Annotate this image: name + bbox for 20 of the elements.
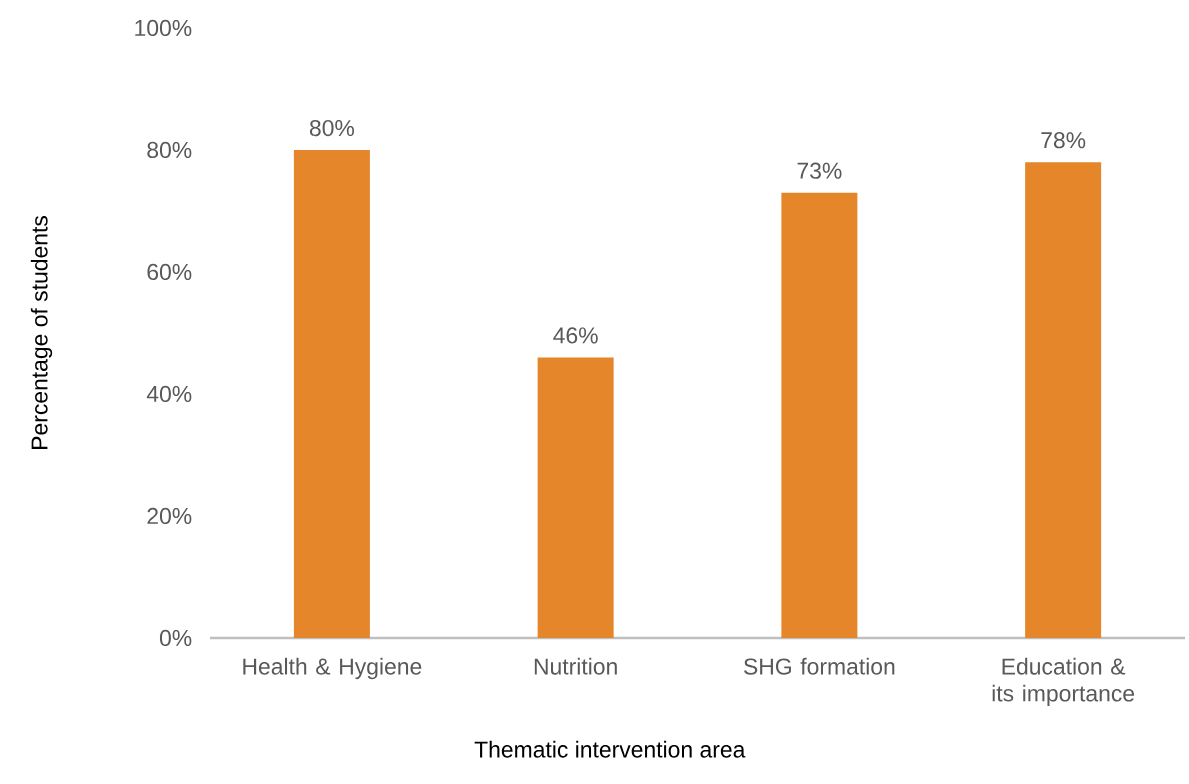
data-label: 73%: [797, 162, 842, 179]
x-tick-label: Health & Hygiene: [243, 657, 422, 680]
data-label: 46%: [553, 327, 598, 344]
x-tick-label: Nutrition: [534, 657, 617, 675]
bar: [781, 192, 858, 638]
x-axis-title: Thematic intervention area: [474, 740, 746, 758]
bar: [537, 357, 614, 638]
y-tick-label: 100%: [135, 19, 192, 37]
y-axis-title: Percentage of students: [30, 216, 53, 449]
data-label: 80%: [309, 119, 354, 137]
x-tick-label: Education & its importance: [992, 657, 1135, 707]
bar: [293, 149, 370, 638]
data-label: 78%: [1041, 132, 1086, 149]
y-tick-label: 80%: [147, 141, 192, 159]
y-tick-label: 60%: [147, 263, 192, 281]
y-tick-label: 40%: [146, 385, 192, 403]
y-tick-label: 20%: [147, 507, 192, 525]
y-tick-label: 0%: [159, 629, 192, 647]
x-tick-label: SHG formation: [744, 657, 895, 675]
bar: [1025, 162, 1102, 638]
